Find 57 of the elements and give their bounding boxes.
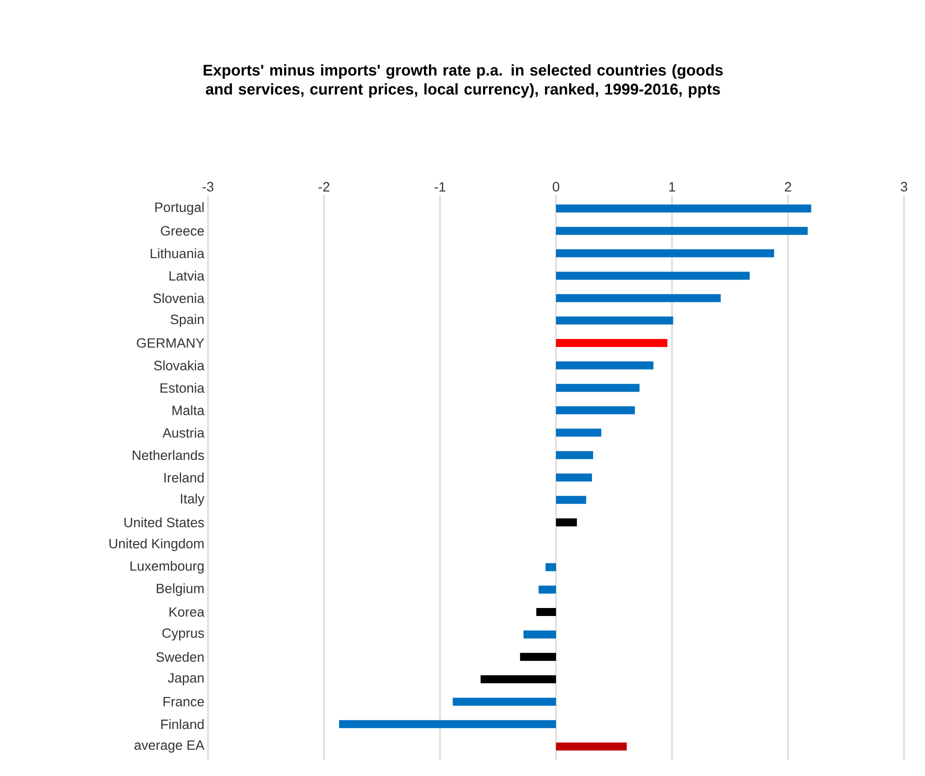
bar xyxy=(538,586,556,594)
bar xyxy=(480,675,556,684)
y-tick-label: Greece xyxy=(160,226,204,236)
y-tick-label: Estonia xyxy=(160,382,204,393)
bar xyxy=(556,338,668,347)
y-tick-label: Sweden xyxy=(156,652,204,662)
bar xyxy=(452,698,556,706)
y-tick-label: United Kingdom xyxy=(109,538,204,552)
bar xyxy=(556,226,808,235)
x-tick-label: -2 xyxy=(318,182,330,192)
y-tick-label: Austria xyxy=(162,428,204,438)
bar xyxy=(556,249,774,258)
y-tick-label: Japan xyxy=(168,673,204,686)
y-tick-label: Luxembourg xyxy=(130,560,204,574)
bar xyxy=(546,563,556,572)
y-tick-label: Belgium xyxy=(156,583,204,596)
y-tick-label: average EA xyxy=(134,740,204,753)
bar xyxy=(556,406,635,414)
x-tick-label: -3 xyxy=(202,182,214,192)
x-tick-label: -1 xyxy=(434,182,446,192)
bar xyxy=(556,428,602,437)
bar xyxy=(339,720,556,728)
x-tick-label: 3 xyxy=(900,182,908,192)
x-tick-label: 2 xyxy=(784,182,792,192)
y-tick-label: Malta xyxy=(172,405,204,416)
bar xyxy=(556,272,750,280)
y-tick-label: Ireland xyxy=(164,472,204,482)
y-tick-label: Finland xyxy=(161,719,204,730)
y-tick-label: Netherlands xyxy=(132,450,204,460)
x-tick-label: 0 xyxy=(552,182,560,192)
y-tick-label: Latvia xyxy=(170,270,204,281)
y-tick-label: Slovenia xyxy=(153,293,204,304)
bar xyxy=(524,630,556,638)
bar xyxy=(556,384,640,392)
bar xyxy=(556,474,592,482)
bar xyxy=(556,496,586,504)
y-tick-label: United States xyxy=(124,517,204,528)
bar xyxy=(556,742,627,751)
y-tick-label: Cyprus xyxy=(162,628,204,641)
y-tick-label: Korea xyxy=(170,607,204,617)
bar xyxy=(556,204,812,212)
y-tick-label: Spain xyxy=(170,314,204,327)
y-tick-label: Slovakia xyxy=(154,360,204,370)
y-tick-label: Italy xyxy=(180,494,204,506)
y-tick-label: Lithuania xyxy=(150,248,204,258)
bar xyxy=(556,294,721,302)
bar xyxy=(556,518,577,526)
y-tick-label: France xyxy=(164,697,204,706)
bar xyxy=(536,608,556,616)
bar xyxy=(556,316,674,325)
chart-title: Exports' minus imports' growth rate p.a. in selected countries (goods and services, current prices, local currency), ranked, 1999-2016, ppts xyxy=(204,64,723,98)
y-tick-label: Portugal xyxy=(155,202,204,215)
bar xyxy=(556,451,594,460)
bar xyxy=(520,652,556,661)
x-tick-label: 1 xyxy=(669,182,676,192)
y-tick-label: GERMANY xyxy=(136,338,204,348)
bar xyxy=(556,361,654,370)
